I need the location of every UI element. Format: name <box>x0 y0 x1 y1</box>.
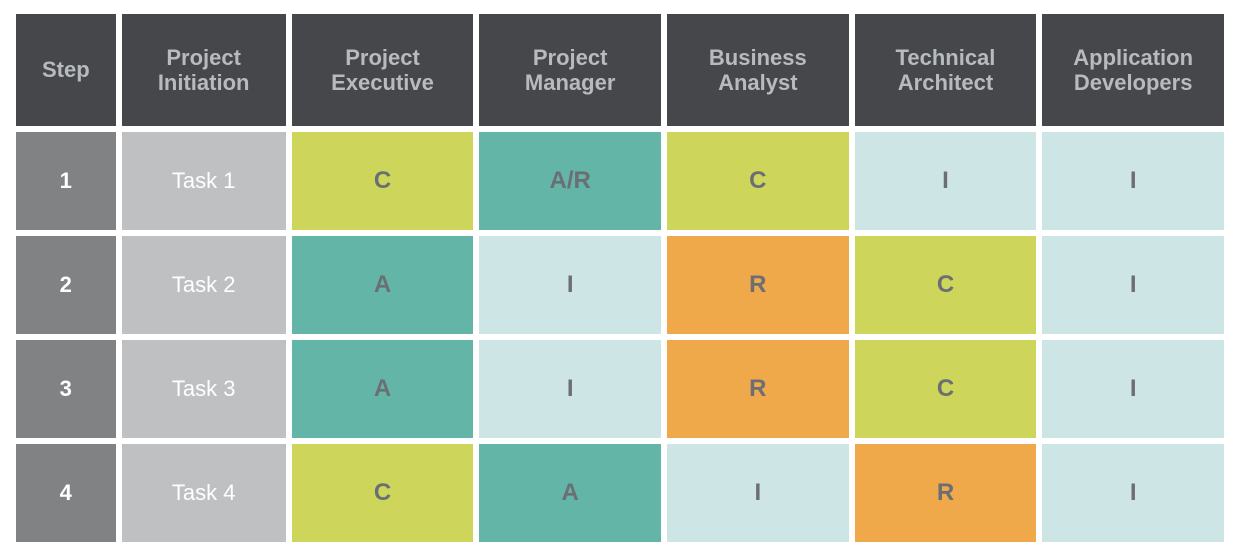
table-row: 3Task 3AIRCI <box>16 340 1224 438</box>
raci-cell: A <box>292 236 474 334</box>
raci-cell: I <box>855 132 1037 230</box>
step-cell: 1 <box>16 132 116 230</box>
raci-cell: A <box>479 444 661 542</box>
col-header-step: Step <box>16 14 116 126</box>
table-header-row: Step Project Initiation Project Executiv… <box>16 14 1224 126</box>
raci-cell: I <box>1042 236 1224 334</box>
raci-cell: I <box>1042 132 1224 230</box>
raci-cell: I <box>479 236 661 334</box>
raci-cell: C <box>292 444 474 542</box>
task-cell: Task 4 <box>122 444 286 542</box>
table-row: 2Task 2AIRCI <box>16 236 1224 334</box>
col-header-task: Project Initiation <box>122 14 286 126</box>
col-header-dev: Application Developers <box>1042 14 1224 126</box>
raci-matrix: Step Project Initiation Project Executiv… <box>0 0 1240 556</box>
col-header-pm: Project Manager <box>479 14 661 126</box>
raci-cell: C <box>667 132 849 230</box>
raci-cell: A/R <box>479 132 661 230</box>
raci-cell: C <box>855 236 1037 334</box>
raci-body: 1Task 1CA/RCII2Task 2AIRCI3Task 3AIRCI4T… <box>16 132 1224 542</box>
raci-cell: A <box>292 340 474 438</box>
raci-cell: C <box>855 340 1037 438</box>
table-row: 1Task 1CA/RCII <box>16 132 1224 230</box>
task-cell: Task 3 <box>122 340 286 438</box>
raci-cell: I <box>1042 340 1224 438</box>
raci-cell: I <box>667 444 849 542</box>
task-cell: Task 1 <box>122 132 286 230</box>
raci-table: Step Project Initiation Project Executiv… <box>10 8 1230 548</box>
step-cell: 4 <box>16 444 116 542</box>
col-header-ba: Business Analyst <box>667 14 849 126</box>
raci-cell: C <box>292 132 474 230</box>
col-header-exec: Project Executive <box>292 14 474 126</box>
raci-cell: I <box>1042 444 1224 542</box>
raci-cell: R <box>855 444 1037 542</box>
step-cell: 3 <box>16 340 116 438</box>
step-cell: 2 <box>16 236 116 334</box>
raci-cell: R <box>667 340 849 438</box>
raci-cell: R <box>667 236 849 334</box>
raci-cell: I <box>479 340 661 438</box>
table-row: 4Task 4CAIRI <box>16 444 1224 542</box>
task-cell: Task 2 <box>122 236 286 334</box>
col-header-ta: Technical Architect <box>855 14 1037 126</box>
